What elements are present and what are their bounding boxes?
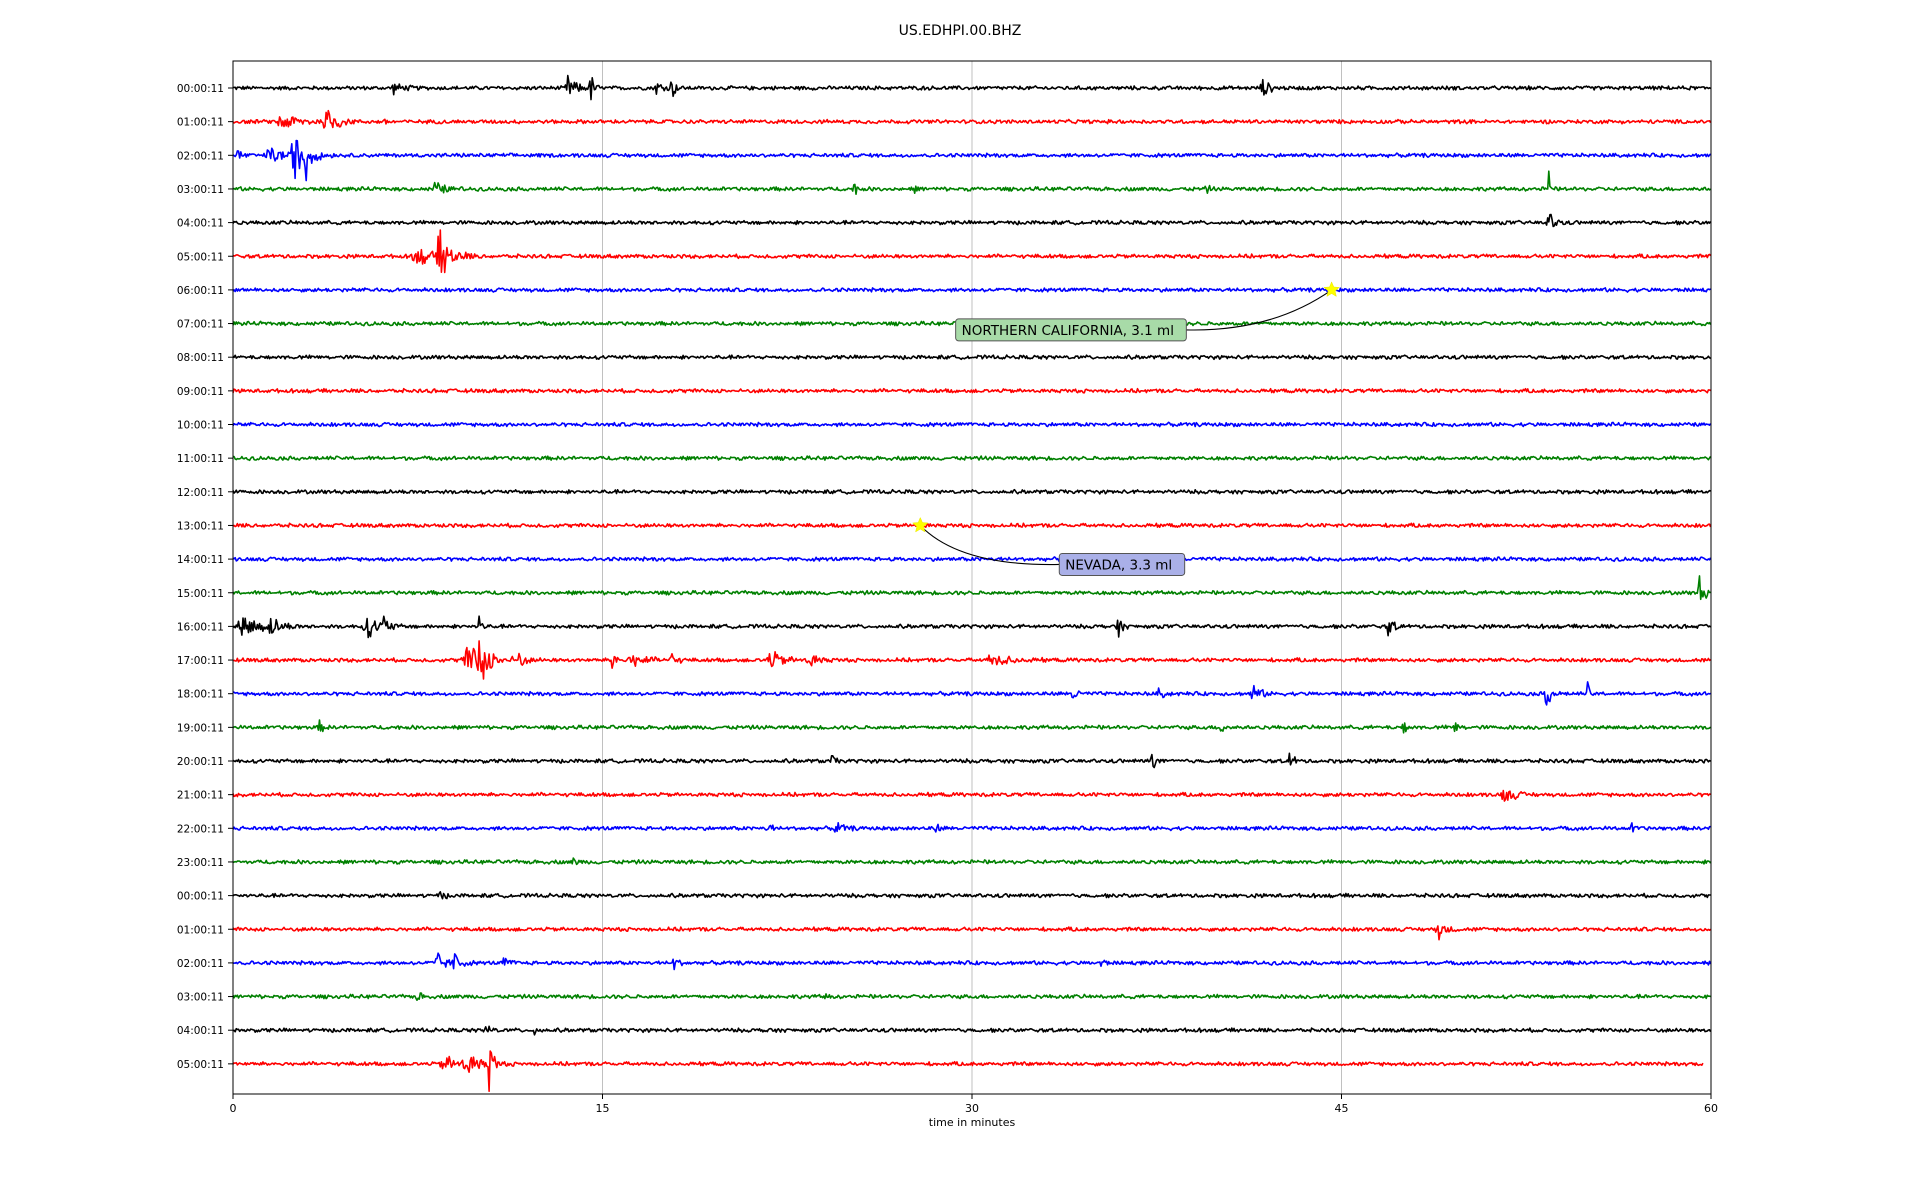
trace-row-26 <box>232 952 1712 971</box>
y-tick-label: 06:00:11 <box>177 285 224 297</box>
y-tick-label: 21:00:11 <box>177 790 224 802</box>
event-connector <box>1186 289 1332 331</box>
y-tick-label: 05:00:11 <box>177 1059 224 1071</box>
y-tick-label: 15:00:11 <box>177 588 224 600</box>
trace-row-15 <box>232 575 1711 601</box>
trace-row-12 <box>232 488 1711 495</box>
trace-row-8 <box>232 354 1711 361</box>
x-gridlines <box>602 61 1342 1094</box>
event-annotations: NORTHERN CALIFORNIA, 3.1 ml NEVADA, 3.3 m… <box>912 281 1340 576</box>
y-tick-label: 16:00:11 <box>177 621 224 633</box>
y-tick-label: 08:00:11 <box>177 352 224 364</box>
x-tick-label: 0 <box>230 1102 237 1115</box>
trace-row-14 <box>232 556 1712 563</box>
x-tick-label: 45 <box>1335 1102 1349 1115</box>
event-star-icon <box>1323 281 1340 297</box>
seismic-traces <box>232 74 1712 1092</box>
trace-row-27 <box>232 992 1711 1001</box>
trace-row-25 <box>232 925 1712 941</box>
y-tick-label: 01:00:11 <box>177 117 224 129</box>
trace-row-29 <box>232 1050 1704 1092</box>
y-tick-label: 07:00:11 <box>177 319 224 331</box>
trace-row-17 <box>232 640 1712 680</box>
y-tick-label: 03:00:11 <box>177 992 224 1004</box>
y-tick-label: 03:00:11 <box>177 184 224 196</box>
y-axis-ticks: 00:00:11 01:00:11 02:00:11 03:00:11 04:00:11… <box>177 83 233 1071</box>
chart-title: US.EDHPI.00.BHZ <box>899 23 1022 39</box>
trace-row-21 <box>232 789 1711 802</box>
event-connector <box>919 525 1060 566</box>
y-tick-label: 04:00:11 <box>177 1025 224 1037</box>
y-tick-label: 09:00:11 <box>177 386 224 398</box>
y-tick-label: 18:00:11 <box>177 689 224 701</box>
trace-row-23 <box>232 857 1712 866</box>
y-tick-label: 02:00:11 <box>177 150 224 162</box>
y-tick-label: 14:00:11 <box>177 554 224 566</box>
y-tick-label: 17:00:11 <box>177 655 224 667</box>
event-annotation: NEVADA, 3.3 ml <box>912 516 1186 576</box>
trace-row-22 <box>232 822 1711 833</box>
y-tick-label: 20:00:11 <box>177 756 224 768</box>
trace-row-1 <box>232 109 1712 129</box>
x-tick-label: 15 <box>596 1102 610 1115</box>
event-star-icon <box>912 516 929 533</box>
event-label: NORTHERN CALIFORNIA, 3.1 ml <box>962 323 1174 339</box>
y-tick-label: 00:00:11 <box>177 891 224 903</box>
y-tick-label: 00:00:11 <box>177 83 224 95</box>
trace-row-6 <box>232 286 1712 293</box>
trace-row-5 <box>232 229 1712 274</box>
x-tick-label: 60 <box>1704 1102 1718 1115</box>
y-tick-label: 23:00:11 <box>177 857 224 869</box>
trace-row-28 <box>232 1025 1712 1036</box>
y-tick-label: 02:00:11 <box>177 958 224 970</box>
x-tick-label: 30 <box>965 1102 979 1115</box>
trace-row-3 <box>232 170 1712 195</box>
x-axis-ticks: 0 15 30 45 60 <box>230 1094 1718 1115</box>
y-tick-label: 01:00:11 <box>177 924 224 936</box>
trace-row-13 <box>232 522 1712 529</box>
trace-row-0 <box>232 74 1711 101</box>
x-axis-label: time in minutes <box>929 1116 1016 1129</box>
trace-row-4 <box>232 213 1712 228</box>
event-label: NEVADA, 3.3 ml <box>1065 557 1172 573</box>
trace-row-18 <box>232 681 1711 706</box>
event-label-box <box>1058 552 1186 576</box>
y-tick-label: 22:00:11 <box>177 823 224 835</box>
trace-row-10 <box>232 421 1712 428</box>
trace-row-9 <box>232 387 1711 394</box>
trace-row-2 <box>232 139 1712 182</box>
y-tick-label: 04:00:11 <box>177 218 224 230</box>
trace-row-11 <box>232 455 1712 462</box>
y-tick-label: 11:00:11 <box>177 453 224 465</box>
trace-row-20 <box>232 752 1711 769</box>
trace-row-19 <box>232 719 1712 734</box>
trace-row-16 <box>232 615 1712 639</box>
y-tick-label: 12:00:11 <box>177 487 224 499</box>
event-label-box <box>955 318 1187 342</box>
event-annotation: NORTHERN CALIFORNIA, 3.1 ml <box>955 281 1340 342</box>
y-tick-label: 05:00:11 <box>177 251 224 263</box>
y-tick-label: 19:00:11 <box>177 722 224 734</box>
y-tick-label: 13:00:11 <box>177 520 224 532</box>
trace-row-24 <box>232 891 1711 900</box>
y-tick-label: 10:00:11 <box>177 420 224 432</box>
